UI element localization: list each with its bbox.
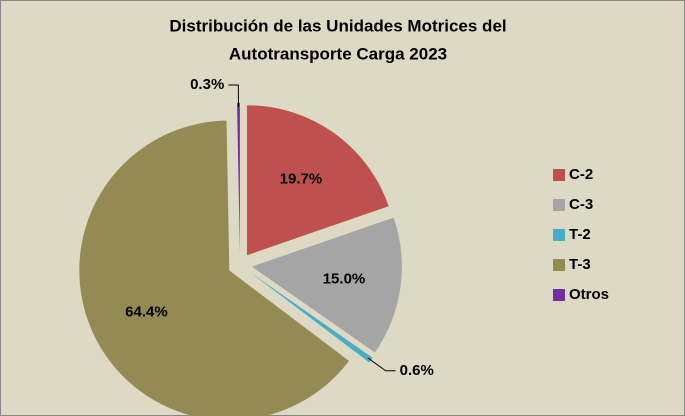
legend-label: T-3	[569, 256, 591, 273]
data-label: 0.3%	[190, 76, 224, 93]
legend-swatch	[553, 229, 565, 241]
legend-label: C-3	[569, 196, 593, 213]
data-label: 19.7%	[280, 170, 323, 187]
legend-swatch	[553, 169, 565, 181]
leader-line	[228, 84, 240, 108]
pie-slice	[79, 120, 349, 416]
chart-title: Distribución de las Unidades Motrices de…	[169, 16, 506, 35]
chart-title: Autotransporte Carga 2023	[229, 44, 447, 63]
data-label: 15.0%	[323, 270, 366, 287]
legend-swatch	[553, 259, 565, 271]
legend-label: Otros	[569, 286, 609, 303]
pie-slice	[246, 105, 389, 256]
pie-slice	[249, 272, 373, 363]
legend-swatch	[553, 199, 565, 211]
legend-label: C-2	[569, 166, 593, 183]
pie-slice	[251, 217, 402, 353]
data-label: 0.6%	[400, 362, 434, 379]
legend-label: T-2	[569, 226, 591, 243]
legend-swatch	[553, 289, 565, 301]
data-label: 64.4%	[125, 304, 168, 321]
leader-line	[367, 357, 396, 372]
pie-slice	[237, 103, 240, 254]
